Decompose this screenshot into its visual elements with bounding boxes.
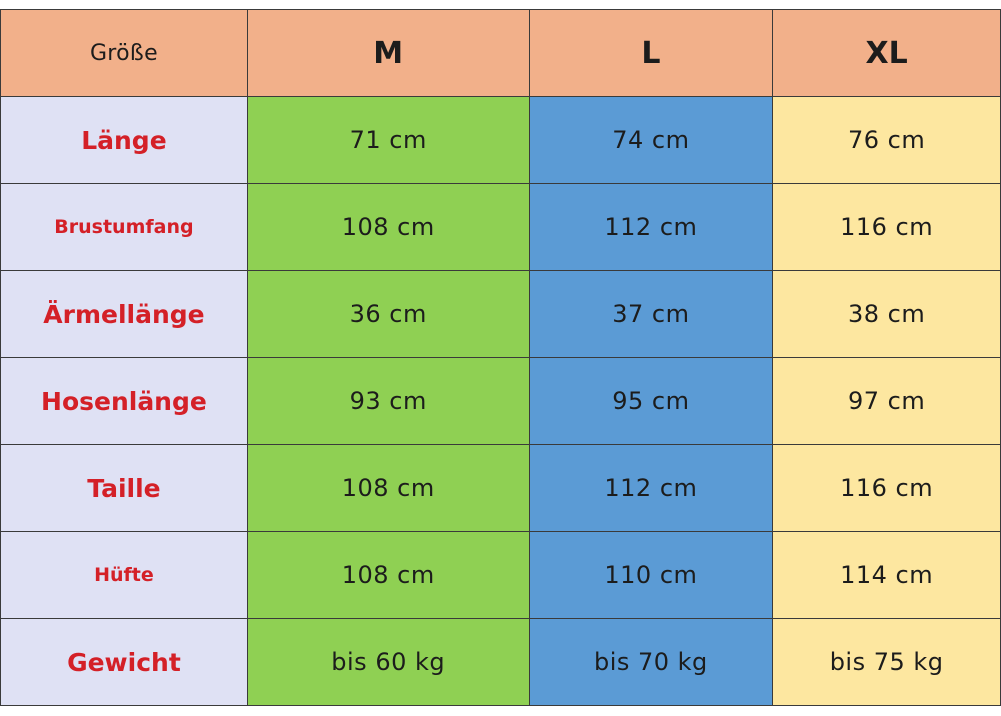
value-cell-l: 74 cm bbox=[528, 96, 774, 184]
row-label: Taille bbox=[0, 444, 248, 532]
value-cell-xl: bis 75 kg bbox=[772, 618, 1001, 706]
value-cell-m: 93 cm bbox=[246, 357, 530, 445]
row-label: Brustumfang bbox=[0, 183, 248, 271]
value-cell-xl: 114 cm bbox=[772, 531, 1001, 619]
table-row-gewicht: Gewicht bis 60 kg bis 70 kg bis 75 kg bbox=[0, 618, 1001, 706]
value-cell-m: bis 60 kg bbox=[246, 618, 530, 706]
size-xl-header: XL bbox=[772, 9, 1001, 97]
table-row-hosenlaenge: Hosenlänge 93 cm 95 cm 97 cm bbox=[0, 357, 1001, 445]
value-cell-xl: 116 cm bbox=[772, 183, 1001, 271]
row-label: Hüfte bbox=[0, 531, 248, 619]
value-cell-m: 71 cm bbox=[246, 96, 530, 184]
row-label: Gewicht bbox=[0, 618, 248, 706]
row-label: Länge bbox=[0, 96, 248, 184]
value-cell-xl: 97 cm bbox=[772, 357, 1001, 445]
value-cell-l: 112 cm bbox=[528, 444, 774, 532]
table-row-huefte: Hüfte 108 cm 110 cm 114 cm bbox=[0, 531, 1001, 619]
row-label: Hosenlänge bbox=[0, 357, 248, 445]
value-cell-l: 110 cm bbox=[528, 531, 774, 619]
value-cell-m: 108 cm bbox=[246, 531, 530, 619]
table-row-brustumfang: Brustumfang 108 cm 112 cm 116 cm bbox=[0, 183, 1001, 271]
row-label: Ärmellänge bbox=[0, 270, 248, 358]
table-row-laenge: Länge 71 cm 74 cm 76 cm bbox=[0, 96, 1001, 184]
size-column-header: Größe bbox=[0, 9, 248, 97]
value-cell-m: 108 cm bbox=[246, 444, 530, 532]
header-row: Größe M L XL bbox=[0, 9, 1001, 97]
size-l-header: L bbox=[528, 9, 774, 97]
size-m-header: M bbox=[246, 9, 530, 97]
table-row-taille: Taille 108 cm 112 cm 116 cm bbox=[0, 444, 1001, 532]
value-cell-m: 108 cm bbox=[246, 183, 530, 271]
value-cell-l: 95 cm bbox=[528, 357, 774, 445]
value-cell-m: 36 cm bbox=[246, 270, 530, 358]
value-cell-l: 37 cm bbox=[528, 270, 774, 358]
value-cell-xl: 116 cm bbox=[772, 444, 1001, 532]
value-cell-xl: 38 cm bbox=[772, 270, 1001, 358]
value-cell-l: bis 70 kg bbox=[528, 618, 774, 706]
value-cell-xl: 76 cm bbox=[772, 96, 1001, 184]
table-row-aermellaenge: Ärmellänge 36 cm 37 cm 38 cm bbox=[0, 270, 1001, 358]
value-cell-l: 112 cm bbox=[528, 183, 774, 271]
size-chart-table: Größe M L XL Länge 71 cm 74 cm 76 cm Bru… bbox=[0, 9, 1001, 706]
